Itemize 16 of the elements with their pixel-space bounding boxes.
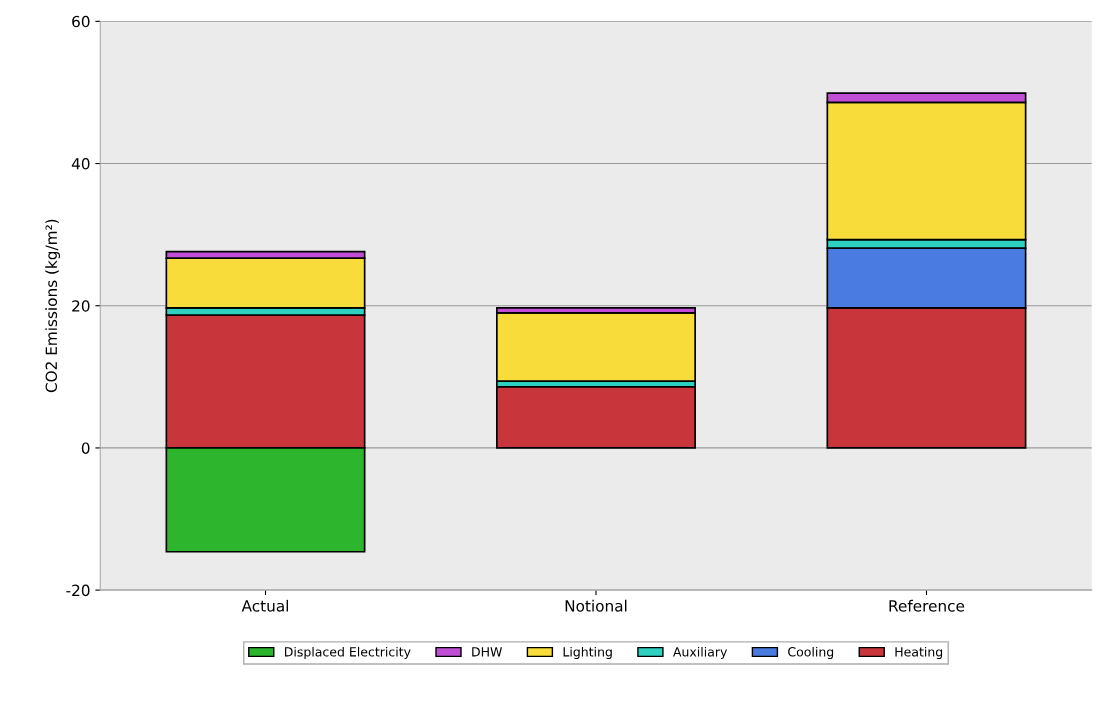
- legend-label: DHW: [472, 647, 502, 657]
- legend-label: Heating: [895, 646, 943, 659]
- legend-label: Lighting: [563, 646, 612, 659]
- x-tick-label: Notional: [565, 599, 627, 612]
- y-tick-label: 40: [71, 158, 90, 170]
- x-tick-label: Reference: [889, 599, 965, 612]
- x-tick-label: Actual: [241, 599, 288, 612]
- legend-label: Cooling: [788, 646, 834, 659]
- y-tick-label: 20: [72, 300, 90, 312]
- y-tick-label: -20: [66, 584, 90, 597]
- bar: [496, 385, 696, 449]
- legend-label: Auxiliary: [673, 646, 728, 659]
- y-tick-label: 60: [72, 15, 90, 28]
- y-tick-label: 0: [81, 442, 90, 454]
- y-axis-title: CO2 Emissions (kg/m²): [45, 219, 61, 393]
- legend-label: Displaced Electricity: [284, 646, 411, 659]
